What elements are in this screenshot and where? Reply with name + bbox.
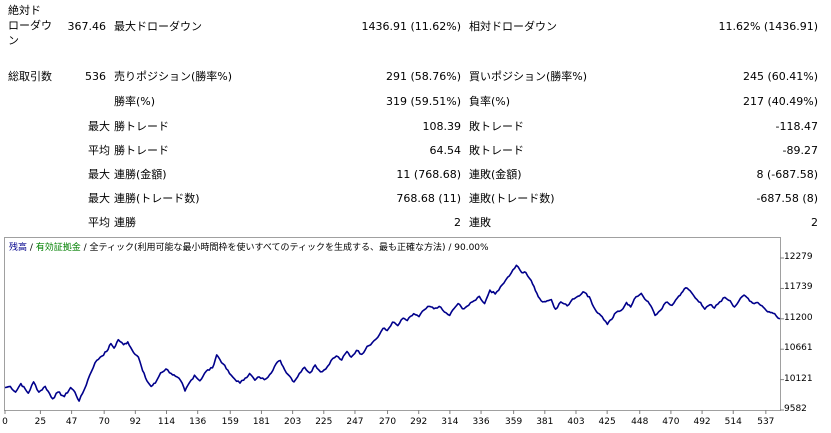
total-trades-value: 536	[85, 70, 106, 83]
max-loss-trade-value: -118.47	[775, 120, 818, 133]
x-tick-label: 225	[315, 417, 333, 427]
y-tick-label: 11200	[784, 312, 813, 323]
loss-rate-value: 217 (40.49%)	[742, 95, 818, 108]
y-tick-label: 9582	[784, 404, 807, 414]
avg-loss-trade-value: -89.27	[782, 144, 818, 157]
legend-sep: /	[27, 243, 36, 253]
max-consec-loss-trades-label: 連敗(トレード数)	[469, 192, 555, 205]
x-tick-label: 448	[631, 417, 649, 427]
avg-prefix-2: 平均	[88, 216, 110, 229]
max-win-trade-label: 勝トレード	[114, 120, 169, 133]
x-tick-label: 25	[34, 417, 47, 427]
max-prefix-1: 最大	[88, 120, 110, 133]
max-drawdown-value: 1436.91 (11.62%)	[361, 20, 461, 33]
x-tick-label: 270	[378, 417, 397, 427]
avg-consec-loss-label: 連敗	[469, 216, 491, 229]
win-rate-value: 319 (59.51%)	[385, 95, 461, 108]
avg-consec-loss-value: 2	[811, 216, 818, 229]
x-tick-label: 514	[724, 417, 742, 427]
x-tick-label: 247	[346, 417, 364, 427]
max-loss-trade-label: 敗トレード	[469, 120, 524, 133]
max-consec-win-trades-value: 768.68 (11)	[396, 192, 461, 205]
absolute-drawdown-label: 絶対ド ローダウ ン	[8, 4, 52, 47]
max-consec-win-trades-label: 連勝(トレード数)	[114, 192, 200, 205]
sell-positions-label: 売りポジション(勝率%)	[114, 70, 233, 83]
x-tick-label: 537	[757, 417, 775, 427]
avg-prefix-1: 平均	[88, 144, 110, 157]
x-tick-label: 403	[567, 417, 585, 427]
x-tick-label: 359	[505, 417, 523, 427]
sell-positions-value: 291 (58.76%)	[385, 70, 461, 83]
x-tick-label: 425	[598, 417, 616, 427]
x-tick-label: 92	[129, 417, 142, 427]
x-tick-label: 203	[284, 417, 302, 427]
x-tick-label: 70	[98, 417, 110, 427]
x-tick-label: 47	[65, 417, 78, 427]
avg-win-trade-value: 64.54	[429, 144, 462, 157]
chart-legend: 残高 / 有効証拠金 / 全ティック(利用可能な最小時間枠を使いすべてのティック…	[9, 242, 489, 254]
buy-positions-label: 買いポジション(勝率%)	[469, 70, 588, 83]
relative-drawdown-value: 11.62% (1436.91)	[718, 20, 818, 33]
max-consec-loss-amount-value: 8 (-687.58)	[756, 168, 818, 181]
y-tick-label: 10661	[784, 343, 813, 354]
win-rate-label: 勝率(%)	[114, 95, 156, 108]
max-prefix-3: 最大	[88, 192, 110, 205]
legend-rest: / 全ティック(利用可能な最小時間枠を使いすべてのティックを生成する、最も正確な…	[80, 243, 489, 253]
max-prefix-2: 最大	[88, 168, 110, 181]
buy-positions-value: 245 (60.41%)	[742, 70, 818, 83]
x-tick-label: 181	[252, 417, 271, 427]
x-tick-label: 492	[693, 417, 711, 427]
x-tick-label: 114	[157, 417, 176, 427]
x-tick-label: 336	[472, 417, 490, 427]
legend-equity: 有効証拠金	[35, 243, 81, 253]
absolute-drawdown-value: 367.46	[67, 20, 107, 33]
y-tick-label: 10121	[784, 373, 813, 384]
avg-consec-win-value: 2	[454, 216, 461, 229]
avg-consec-win-label: 連勝	[114, 216, 136, 229]
x-tick-label: 381	[536, 417, 554, 427]
y-tick-label: 11739	[784, 282, 813, 293]
loss-rate-label: 負率(%)	[469, 95, 511, 108]
max-consec-loss-amount-label: 連敗(金額)	[469, 168, 522, 181]
x-tick-label: 136	[189, 417, 207, 427]
balance-series-line	[4, 264, 781, 402]
x-tick-label: 159	[221, 417, 239, 427]
x-tick-label: 314	[441, 417, 459, 427]
max-consec-loss-trades-value: -687.58 (8)	[756, 192, 818, 205]
total-trades-label: 総取引数	[8, 70, 52, 83]
max-consec-win-amount-label: 連勝(金額)	[114, 168, 167, 181]
relative-drawdown-label: 相対ドローダウン	[469, 20, 557, 33]
x-tick-label: 0	[2, 417, 8, 427]
max-win-trade-value: 108.39	[422, 120, 462, 133]
x-tick-label: 292	[410, 417, 428, 427]
max-drawdown-label: 最大ドローダウン	[114, 20, 202, 33]
avg-loss-trade-label: 敗トレード	[469, 144, 524, 157]
legend-balance: 残高	[9, 243, 28, 253]
max-consec-win-amount-value: 11 (768.68)	[396, 168, 461, 181]
avg-win-trade-label: 勝トレード	[114, 144, 169, 157]
x-tick-label: 470	[662, 417, 680, 427]
y-tick-label: 12279	[784, 252, 813, 262]
